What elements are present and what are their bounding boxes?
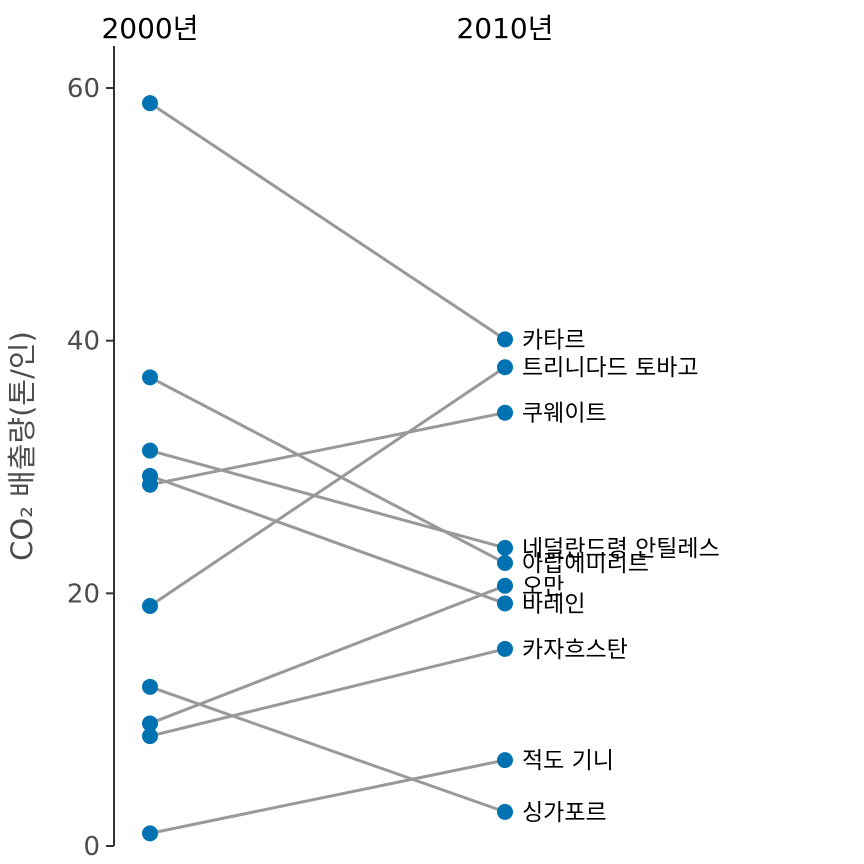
data-point-2000 <box>142 597 158 614</box>
data-point-2000 <box>142 369 158 386</box>
data-point-2010 <box>497 595 513 612</box>
series-label: 바레인 <box>522 591 585 617</box>
column-label-left: 2000년 <box>101 12 198 45</box>
data-point-2010 <box>497 555 513 572</box>
data-point-2010 <box>497 331 513 348</box>
slope-line <box>149 411 506 487</box>
data-point-2000 <box>142 728 158 745</box>
data-points <box>142 95 513 842</box>
slope-line <box>149 449 506 550</box>
series-label: 싱가포르 <box>522 800 607 826</box>
data-point-2000 <box>142 442 158 459</box>
data-point-2000 <box>142 467 158 484</box>
data-point-2010 <box>497 404 513 421</box>
series-label: 쿠웨이트 <box>522 401 607 427</box>
series-label: 카자흐스탄 <box>522 637 628 663</box>
y-tick-label: 20 <box>67 579 100 609</box>
slope-line <box>149 101 506 341</box>
column-label-right: 2010년 <box>456 12 553 45</box>
data-point-2010 <box>497 640 513 657</box>
data-point-2000 <box>142 825 158 842</box>
data-point-2010 <box>497 577 513 594</box>
y-tick-label: 60 <box>67 74 100 104</box>
data-point-2010 <box>497 539 513 556</box>
series-label: 트리니다드 토바고 <box>522 355 699 381</box>
y-axis: 0 20 40 60 <box>67 46 115 862</box>
data-point-2010 <box>497 752 513 769</box>
y-axis-title: CO₂ 배출량(톤/인) <box>5 331 39 561</box>
slope-line <box>149 474 506 605</box>
series-label: 네덜란드령 안틸레스 <box>522 536 720 562</box>
data-point-2000 <box>142 715 158 732</box>
data-point-2010 <box>497 803 513 820</box>
slope-line <box>149 365 506 608</box>
data-point-2000 <box>142 678 158 695</box>
y-tick-label: 0 <box>83 832 100 862</box>
slope-line <box>149 685 506 814</box>
series-label: 아랍에미리트 <box>522 551 649 577</box>
slope-line <box>149 647 506 738</box>
slope-line <box>149 584 506 725</box>
series-label: 카타르 <box>522 327 585 353</box>
series-label: 오만 <box>522 574 564 600</box>
y-tick-label: 40 <box>67 327 100 357</box>
data-point-2000 <box>142 95 158 112</box>
series-label: 적도 기니 <box>522 748 614 774</box>
data-point-2010 <box>497 359 513 376</box>
slope-lines <box>149 101 506 835</box>
slope-line <box>149 758 506 835</box>
slope-line <box>149 375 506 565</box>
